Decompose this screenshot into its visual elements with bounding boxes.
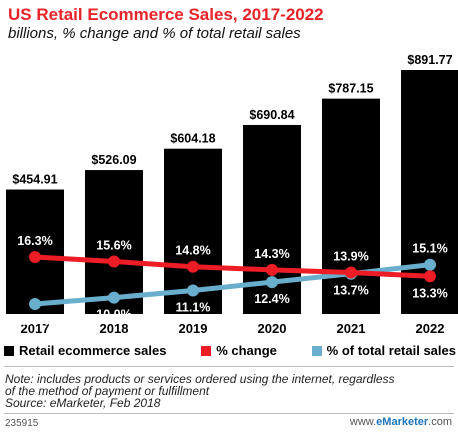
change-data-label: 16.3% <box>17 234 52 248</box>
bar-value-label: $526.09 <box>91 153 136 167</box>
share-point <box>108 291 120 304</box>
note-line: Note: includes products or services orde… <box>5 372 395 386</box>
change-point <box>266 263 278 276</box>
change-data-label: 14.3% <box>254 247 289 261</box>
share-point <box>29 298 41 310</box>
legend-item-change: % change <box>201 343 277 358</box>
share-data-label: 10.0% <box>96 308 131 322</box>
bar-value-label: $454.91 <box>12 173 57 187</box>
legend-swatch-change <box>201 345 212 356</box>
x-tick-label: 2019 <box>179 321 208 336</box>
legend-swatch-sales <box>4 345 14 356</box>
share-point <box>424 258 436 271</box>
legend-item-sales: Retail ecommerce sales <box>4 343 166 358</box>
share-data-label: 15.1% <box>412 242 447 256</box>
change-data-label: 13.9% <box>333 249 368 263</box>
bar-value-label: $690.84 <box>249 108 294 122</box>
brand-prefix: www. <box>349 416 377 428</box>
share-data-label: 12.4% <box>254 292 289 306</box>
note-line: of the method of payment or fulfillment <box>5 384 210 398</box>
change-point <box>424 270 436 283</box>
share-data-label: 11.1% <box>176 300 211 314</box>
legend-label-change: % change <box>216 343 277 358</box>
chart-legend: Retail ecommerce sales % change % of tot… <box>4 343 456 358</box>
bar-value-label: $604.18 <box>170 132 215 146</box>
change-point <box>29 251 41 263</box>
share-data-label: 9.0% <box>21 314 50 328</box>
change-data-label: 14.8% <box>175 244 210 258</box>
brand-suffix: .com <box>428 416 452 428</box>
brand-name: eMarketer <box>376 416 429 428</box>
legend-label-share: % of total retail sales <box>326 343 456 358</box>
share-point <box>266 276 278 289</box>
chart-subtitle: billions, % change and % of total retail… <box>8 25 301 42</box>
change-data-label: 15.6% <box>96 239 131 253</box>
x-tick-label: 2017 <box>21 321 50 336</box>
x-tick-label: 2020 <box>258 321 287 336</box>
share-data-label: 13.7% <box>333 284 368 298</box>
x-tick-label: 2018 <box>100 321 129 336</box>
bar-value-label: $787.15 <box>328 82 373 96</box>
x-tick-label: 2021 <box>337 321 366 336</box>
chart-id: 235915 <box>5 418 39 429</box>
change-point <box>187 260 199 273</box>
source-line: Source: eMarketer, Feb 2018 <box>5 396 161 410</box>
bar-value-label: $891.77 <box>407 53 452 67</box>
change-line <box>32 254 433 279</box>
chart-plot: $454.91 2017 $526.09 2018 $604.18 2019 $690.84… <box>6 53 458 336</box>
change-point <box>345 266 357 279</box>
chart-title: US Retail Ecommerce Sales, 2017-2022 <box>8 5 324 24</box>
divider-bottom <box>4 413 454 414</box>
change-point <box>108 255 120 268</box>
bar <box>322 98 380 315</box>
legend-swatch-share <box>311 345 322 356</box>
legend-label-sales: Retail ecommerce sales <box>19 343 167 358</box>
change-data-label: 13.3% <box>412 286 447 300</box>
legend-item-share: % of total retail sales <box>311 343 456 358</box>
brand-logo[interactable]: www.eMarketer.com <box>350 416 452 428</box>
bar <box>85 170 143 314</box>
chart-note: Note: includes products or services orde… <box>5 373 455 409</box>
share-point <box>187 284 199 297</box>
x-tick-label: 2022 <box>416 321 445 336</box>
divider-top <box>4 366 454 367</box>
